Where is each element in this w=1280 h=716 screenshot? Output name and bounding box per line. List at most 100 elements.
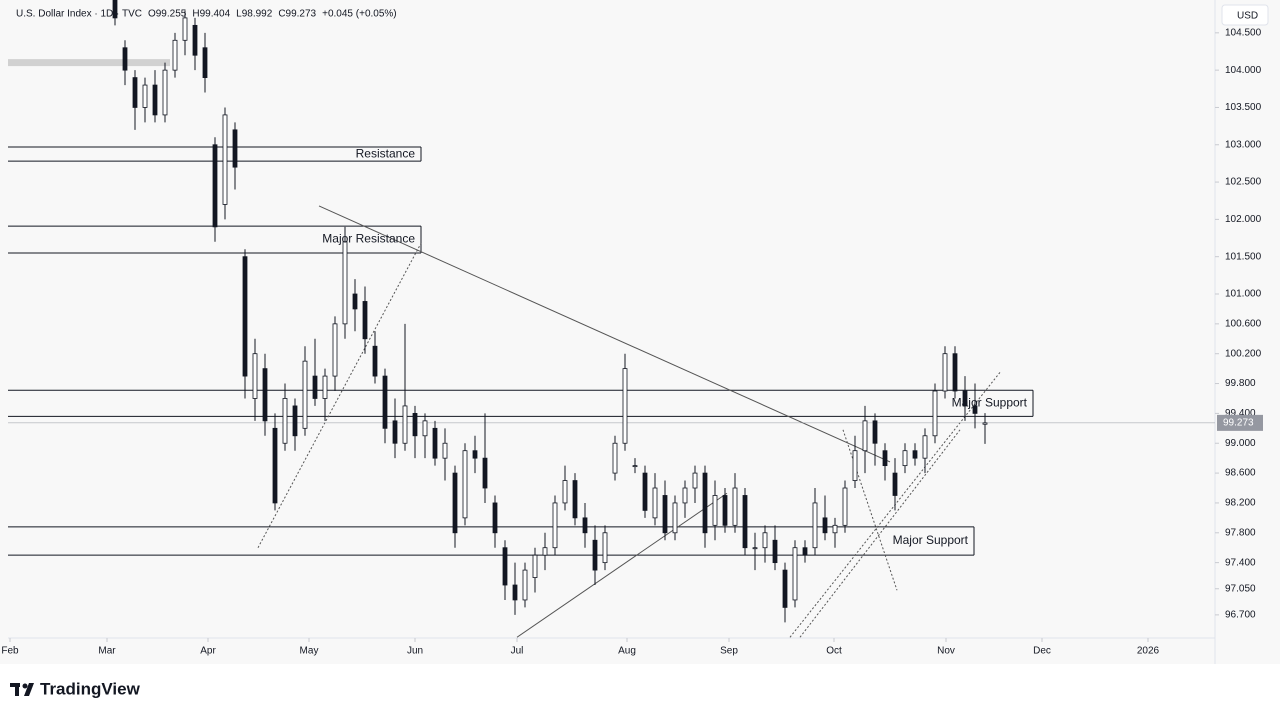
candle-body (292, 405, 298, 437)
candle (422, 413, 428, 459)
candle-body (162, 69, 168, 116)
candle (542, 532, 548, 571)
candle-body (882, 450, 888, 467)
candle (482, 413, 488, 503)
candle-body (392, 420, 398, 444)
candle-body (982, 422, 988, 425)
candle-body (312, 375, 318, 399)
candle (242, 249, 248, 399)
y-tick-label: 104.000 (1225, 65, 1262, 76)
candle-body (662, 495, 668, 534)
candle (212, 137, 218, 242)
candle-body (462, 450, 468, 519)
candle-body (262, 368, 268, 422)
trend-line (516, 492, 728, 638)
logo-slash (24, 683, 34, 696)
candle-body (232, 129, 238, 168)
candle-body (692, 472, 698, 489)
candle-body (742, 495, 748, 549)
candle (782, 562, 788, 623)
candle (382, 368, 388, 444)
x-tick-label: Mar (98, 646, 116, 657)
candle (372, 331, 378, 384)
candle (882, 443, 888, 481)
candle-body (582, 517, 588, 534)
candle (432, 420, 438, 466)
x-tick-label: May (300, 646, 319, 657)
candle (932, 383, 938, 444)
candle (562, 465, 568, 511)
candle-body (152, 84, 158, 116)
candle-body (832, 524, 838, 534)
candle (622, 353, 628, 451)
legend-symbol: U.S. Dollar Index · 1D · TVC (16, 9, 142, 20)
candle-body (722, 495, 728, 526)
currency[interactable]: USD (1237, 11, 1258, 22)
candle-body (182, 17, 188, 41)
y-tick-label: 98.600 (1225, 468, 1256, 479)
candle-body (782, 569, 788, 608)
candle (402, 323, 408, 451)
candle (352, 279, 358, 332)
y-tick-label: 100.600 (1225, 318, 1262, 329)
zone-label: Major Support (893, 533, 969, 547)
candle (552, 495, 558, 556)
candle-body (442, 442, 448, 459)
candle (452, 465, 458, 548)
candle (922, 428, 928, 474)
candle-body (422, 420, 428, 437)
candle (822, 495, 828, 541)
candle (852, 435, 858, 489)
candle (112, 0, 118, 26)
zone-label: Resistance (356, 146, 416, 160)
candle (592, 525, 598, 586)
candle (202, 32, 208, 93)
candle-body (852, 450, 858, 481)
candle (612, 435, 618, 481)
candle-body (272, 427, 278, 504)
candle (942, 346, 948, 399)
candle-body (892, 472, 898, 496)
candle-body (522, 569, 528, 601)
candle (532, 547, 538, 593)
legend-close: C99.273 (278, 9, 316, 20)
candle-body (302, 360, 308, 429)
candle-body (962, 390, 968, 407)
candle-body (542, 547, 548, 556)
y-tick-label: 101.500 (1225, 251, 1262, 262)
candle-body (342, 241, 348, 325)
candle (342, 226, 348, 339)
candle (272, 413, 278, 511)
candle-body (642, 472, 648, 511)
candle-body (242, 256, 248, 377)
y-tick-label: 99.400 (1225, 408, 1256, 419)
candle (472, 435, 478, 474)
candle (982, 413, 988, 444)
y-tick-label: 98.200 (1225, 498, 1256, 509)
y-tick-label: 102.000 (1225, 214, 1262, 225)
x-tick-label: Jul (511, 646, 524, 657)
candle (502, 540, 508, 600)
candle (842, 480, 848, 533)
candle-body (862, 420, 868, 452)
candle (182, 10, 188, 56)
candle (752, 532, 758, 571)
candle (492, 495, 498, 548)
legend-low: L98.992 (236, 9, 273, 20)
trend-line (318, 205, 891, 463)
x-tick-label: Feb (1, 646, 19, 657)
candle (582, 502, 588, 548)
candle (812, 488, 818, 556)
candle-body (942, 353, 948, 392)
x-tick-label: Nov (937, 646, 955, 657)
candle-body (412, 412, 418, 437)
candle (362, 286, 368, 354)
y-tick-label: 97.400 (1225, 557, 1256, 568)
candle (962, 376, 968, 421)
candle-body (872, 420, 878, 444)
candle-body (472, 450, 478, 459)
logo-stem (15, 683, 19, 696)
logo-dot (22, 683, 28, 689)
currency-box[interactable] (1221, 4, 1269, 26)
